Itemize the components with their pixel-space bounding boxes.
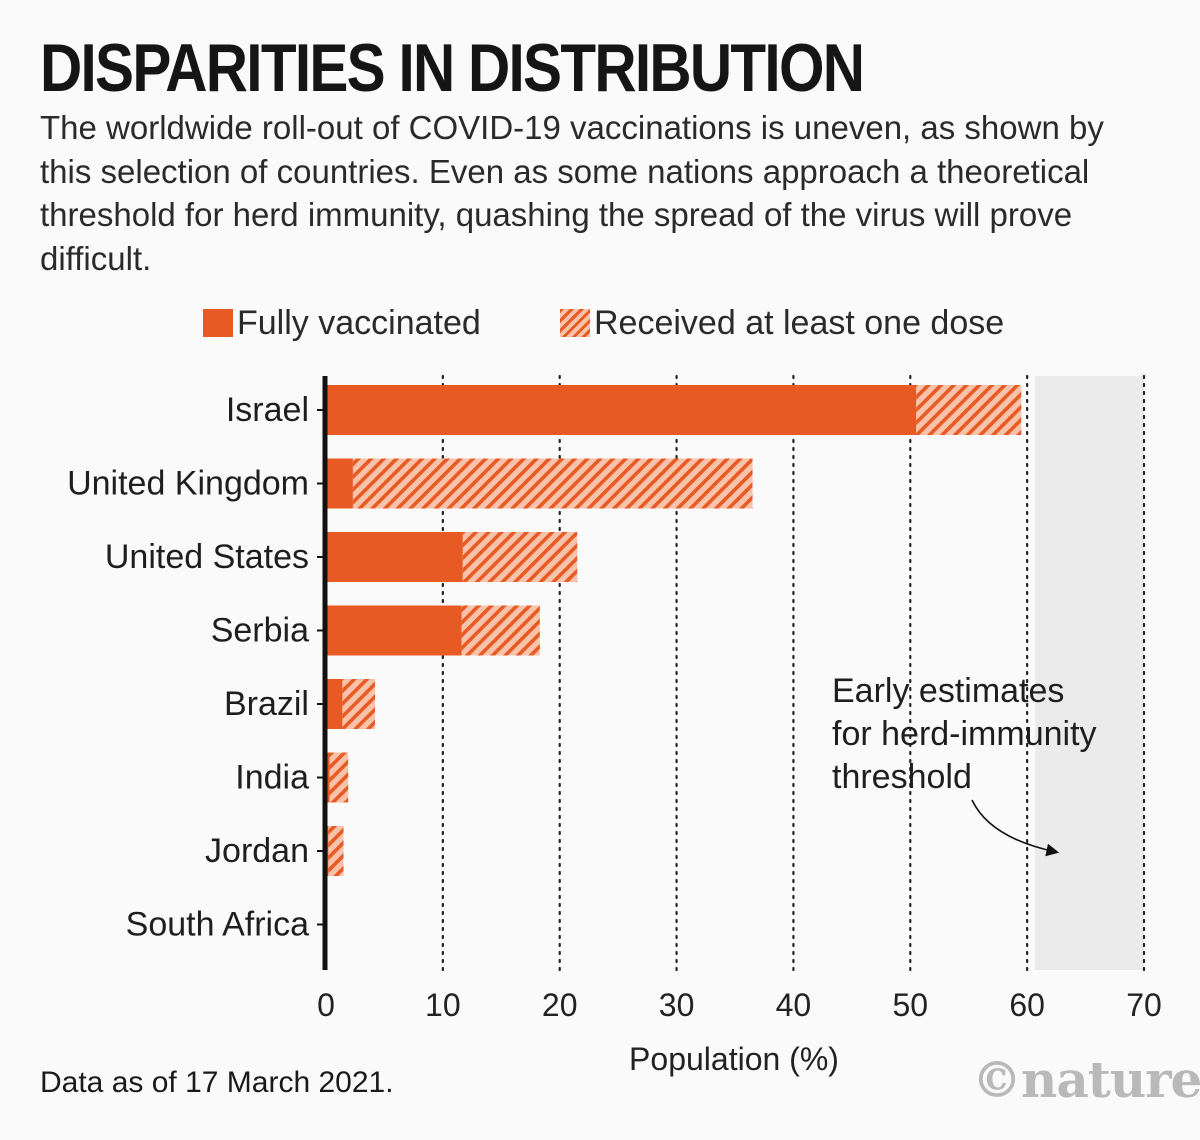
annotation-line: threshold [832,758,972,796]
x-tick-label: 40 [776,987,812,1023]
bar-at-least-one-dose [462,532,578,582]
chart-title: DISPARITIES IN DISTRIBUTION [40,30,865,106]
y-category-label: Jordan [205,832,309,870]
bar-at-least-one-dose [342,679,376,729]
x-tick-label: 30 [659,987,695,1023]
bar-at-least-one-dose [916,385,1022,435]
bar-fully-vaccinated [326,605,462,656]
annotation-line: for herd-immunity [832,715,1097,753]
bar-fully-vaccinated [326,532,463,582]
bar-fully-vaccinated [326,385,917,435]
herd-immunity-annotation: Early estimates for herd-immunity threshol… [832,672,1097,796]
y-category-label: Israel [226,391,309,429]
bar-fully-vaccinated [326,679,343,729]
y-category-label: India [235,759,309,797]
y-category-label: South Africa [126,906,309,944]
legend-item-one-dose: Received at least one dose [560,300,1004,346]
legend-swatch-hatched [560,309,590,337]
bar-at-least-one-dose [329,752,349,803]
y-category-label: Serbia [211,612,309,650]
legend-swatch-solid [203,309,233,337]
bar-at-least-one-dose [352,458,753,509]
y-category-label: Brazil [224,685,309,723]
y-category-label: United Kingdom [67,465,309,503]
x-tick-label: 0 [317,987,335,1023]
x-tick-label: 10 [425,987,461,1023]
bar-at-least-one-dose [328,826,344,876]
bar-fully-vaccinated [326,752,330,803]
bar-fully-vaccinated [326,458,353,509]
legend-label-fully-vaccinated: Fully vaccinated [237,303,481,342]
annotation-line: Early estimates [832,672,1064,710]
annotation-arrow [971,799,1060,857]
nature-logo: ©nature [972,1050,1200,1109]
x-axis-title: Population (%) [629,1041,839,1077]
x-tick-label: 60 [1009,987,1045,1023]
x-tick-label: 20 [542,987,578,1023]
chart-subtitle: The worldwide roll-out of COVID-19 vacci… [40,109,1104,277]
data-date-note: Data as of 17 March 2021. [40,1066,394,1099]
legend-item-fully-vaccinated: Fully vaccinated [203,300,481,346]
herd-immunity-band [1035,376,1144,970]
legend-label-one-dose: Received at least one dose [594,303,1005,342]
bar-at-least-one-dose [461,605,540,656]
y-category-label: United States [105,538,309,576]
x-tick-label: 50 [892,987,928,1023]
x-tick-label: 70 [1126,987,1162,1023]
legend: Fully vaccinated Received at least one d… [0,300,1200,350]
